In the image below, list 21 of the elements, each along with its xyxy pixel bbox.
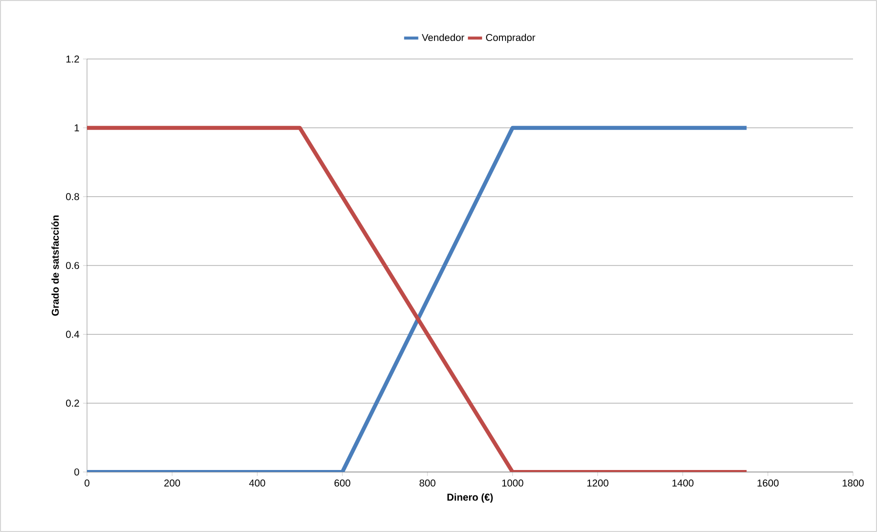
y-tick-label: 0.4 [66, 330, 80, 338]
y-tick-label: 0.8 [66, 193, 80, 200]
x-tick-label: 400 [249, 480, 266, 487]
x-tick-label: 1000 [502, 480, 524, 487]
legend-label: Vendedor [422, 34, 464, 42]
x-tick-label: 200 [164, 480, 180, 487]
x-tick-label: 1400 [672, 480, 694, 487]
y-tick-label: 1.2 [66, 56, 79, 62]
x-tick-label: 1800 [842, 480, 864, 487]
legend-label: Comprador [486, 34, 536, 43]
x-tick-label: 1200 [587, 480, 608, 487]
y-tick-label: 0.6 [66, 262, 80, 270]
y-tick-label: 1 [74, 124, 80, 132]
x-tick-label: 0 [84, 480, 90, 487]
x-tick-label: 600 [334, 480, 350, 487]
y-tick-label: 0.2 [66, 400, 79, 407]
y-axis-title: Grado de satsfacción [51, 215, 59, 316]
x-axis-title: Dinero (€) [447, 493, 493, 503]
y-tick-label: 0 [74, 468, 80, 476]
x-tick-label: 800 [420, 480, 436, 487]
x-tick-label: 1600 [758, 480, 779, 487]
